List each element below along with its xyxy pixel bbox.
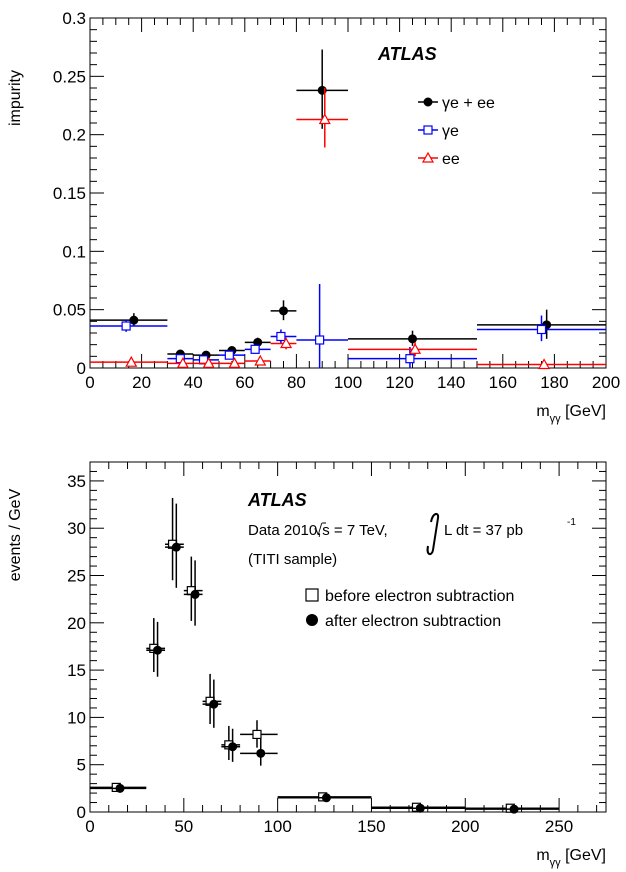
data-point [121,321,131,331]
x-tick-label: 80 [287,373,306,392]
legend-label: ee [442,151,460,168]
y-tick-label: 0 [77,803,86,822]
data-point [409,343,422,354]
events-data-marks [90,497,560,814]
series-2 [90,88,606,370]
events-y-axis-title: events / GeV [7,488,24,581]
data-point [538,358,551,370]
x-tick-label: 160 [489,373,517,392]
y-tick-label: 0.05 [53,301,86,320]
data-point [321,793,331,803]
x-tick-label: 20 [132,373,151,392]
x-tick-label: 0 [85,817,94,836]
impurity-legend: γe + ee γe ee [418,95,495,168]
data-point [228,742,238,752]
data-point [509,804,519,814]
data-point [408,334,417,344]
x-tick-label: 200 [592,373,620,392]
y-tick-label: 0.15 [53,184,86,203]
legend-label: after electron subtraction [325,613,501,630]
data-point [318,113,331,125]
data-info-line: Data 2010, √s = 7 TeV, L dt = 37 pb -1 [248,512,576,556]
y-tick-label: 10 [67,708,86,727]
events-x-axis-title: mγγ [GeV] [536,847,606,869]
x-tick-label: 100 [263,817,291,836]
data-point [190,589,200,599]
impurity-x-axis-title: mγγ [GeV] [536,403,606,425]
data-point [280,337,293,349]
data-point [171,542,181,552]
x-tick-label: 120 [385,373,413,392]
y-tick-label: 0.25 [53,67,86,86]
legend-marker [423,97,433,107]
data-point [228,357,241,368]
integral-sign [426,512,440,556]
luminosity-text: L dt = 37 pb [444,522,523,539]
data-point [176,357,189,368]
legend-marker [421,151,435,163]
data-point [202,357,215,368]
luminosity-superscript: -1 [567,517,576,528]
y-tick-label: 35 [67,472,86,491]
x-tick-label: 180 [540,373,568,392]
series-1 [90,284,606,368]
legend-label: γe [442,123,459,140]
x-tick-label: 140 [437,373,465,392]
events-panel: 0 5 10 15 20 25 30 35 0 50 100 150 200 250 ATLAS Data… [7,461,607,869]
sample-text: (TITI sample) [248,551,337,568]
y-tick-label: 0 [77,359,86,378]
data-point [405,354,415,364]
x-tick-label: 150 [357,817,385,836]
data-point [224,350,234,360]
legend-label: γe + ee [442,95,495,112]
data-point [129,315,139,325]
data-point [252,729,262,740]
data-point [279,306,288,316]
impurity-data-marks [90,49,606,370]
data-point [250,344,260,354]
legend-label: before electron subtraction [325,588,514,605]
x-tick-label: 250 [545,817,573,836]
data-point [276,331,286,342]
legend-marker [306,614,318,626]
data-point [209,699,219,709]
data-point [254,354,267,366]
events-atlas-label: ATLAS [247,490,307,510]
data-point [256,748,266,758]
y-tick-label: 0.1 [62,242,86,261]
impurity-panel: 0 0.05 0.1 0.15 0.2 0.25 0.3 0 20 40 60 80 100 120 140… [7,9,620,425]
x-tick-label: 200 [451,817,479,836]
events-frame [89,461,607,813]
data-point [125,355,138,367]
x-tick-label: 40 [184,373,203,392]
y-tick-label: 25 [67,567,86,586]
x-tick-label: 100 [334,373,362,392]
impurity-y-axis-title: impurity [7,70,24,126]
x-tick-label: 50 [174,817,193,836]
impurity-atlas-label: ATLAS [377,44,437,64]
data-point [153,645,163,655]
y-tick-label: 0.3 [62,9,86,28]
series-1 [90,503,560,814]
x-tick-label: 0 [85,373,94,392]
data-point [115,783,125,793]
data-year-text: Data 2010, [248,522,321,539]
impurity-ticks: 0 0.05 0.1 0.15 0.2 0.25 0.3 0 20 40 60 80 100 120 140… [53,9,620,392]
events-ticks: 0 5 10 15 20 25 30 35 0 50 100 150 200 250 [67,461,606,836]
y-tick-label: 20 [67,614,86,633]
x-tick-label: 60 [235,373,254,392]
y-tick-label: 0.2 [62,126,86,145]
data-point [536,324,547,335]
y-tick-label: 30 [67,519,86,538]
energy-text: √s = 7 TeV, [314,522,388,539]
data-point [315,335,325,345]
events-legend: before electron subtraction after electro… [305,588,514,630]
legend-marker [305,588,319,602]
data-point [415,803,425,813]
y-tick-label: 15 [67,661,86,680]
y-tick-label: 5 [77,756,86,775]
legend-marker [423,125,433,135]
